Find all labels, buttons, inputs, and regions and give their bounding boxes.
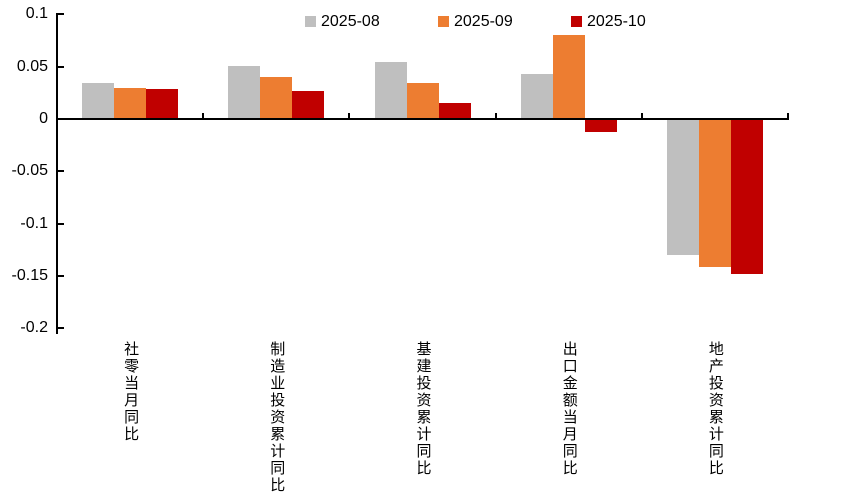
bar-2025-08-cat3 [374, 62, 407, 119]
legend-label: 2025-08 [321, 13, 380, 30]
legend-item-2025-08: 2025-08 [305, 12, 380, 31]
legend-swatch-gray [305, 16, 316, 27]
y-axis-tick [58, 222, 64, 225]
bar-2025-09-cat4 [552, 35, 585, 119]
y-axis-tick-label: -0.15 [11, 267, 48, 285]
x-axis-zero-line [56, 118, 789, 120]
y-axis-tick-label: 0.1 [25, 5, 48, 23]
category-label: 社零当月同比 [122, 341, 140, 443]
legend-label: 2025-10 [587, 13, 646, 30]
bar-2025-09-cat1 [114, 87, 147, 119]
legend-label: 2025-09 [454, 13, 513, 30]
bar-2025-08-cat2 [228, 65, 261, 119]
y-axis-tick-label: -0.2 [20, 319, 48, 337]
category-label: 基建投资累计同比 [414, 341, 432, 477]
bar-2025-10-cat5 [730, 119, 763, 274]
bar-2025-08-cat4 [520, 73, 553, 119]
bar-2025-09-cat3 [406, 83, 439, 119]
category-label: 出口金额当月同比 [560, 341, 578, 477]
y-axis-tick [58, 170, 64, 173]
bar-2025-10-cat4 [584, 119, 617, 132]
x-axis-tick [348, 113, 351, 120]
y-axis-tick [58, 13, 64, 16]
y-axis-tick-label: -0.1 [20, 214, 48, 232]
y-axis-tick [58, 275, 64, 278]
bar-2025-08-cat1 [82, 83, 115, 119]
x-axis-tick [202, 113, 205, 120]
category-label: 地产投资累计同比 [706, 341, 724, 477]
category-label: 制造业投资累计同比 [268, 341, 286, 494]
bar-2025-08-cat5 [666, 119, 699, 256]
bar-2025-09-cat5 [698, 119, 731, 267]
y-axis-tick-label: 0 [39, 110, 48, 127]
legend-swatch-orange [438, 16, 449, 27]
legend-item-2025-10: 2025-10 [571, 12, 646, 31]
bar-2025-10-cat2 [292, 90, 325, 119]
x-axis-tick [787, 113, 789, 120]
bar-2025-10-cat3 [438, 103, 471, 119]
y-axis-tick-label: -0.05 [11, 162, 48, 180]
y-axis-tick [58, 327, 64, 330]
x-axis-tick [494, 113, 497, 120]
legend-swatch-dark-red [571, 16, 582, 27]
y-axis-tick [58, 65, 64, 68]
x-axis-tick [640, 113, 643, 120]
bar-2025-09-cat2 [260, 77, 293, 119]
y-axis-line [56, 13, 58, 334]
bar-2025-10-cat1 [146, 88, 179, 119]
legend-item-2025-09: 2025-09 [438, 12, 513, 31]
y-axis-tick-label: 0.05 [16, 57, 48, 75]
